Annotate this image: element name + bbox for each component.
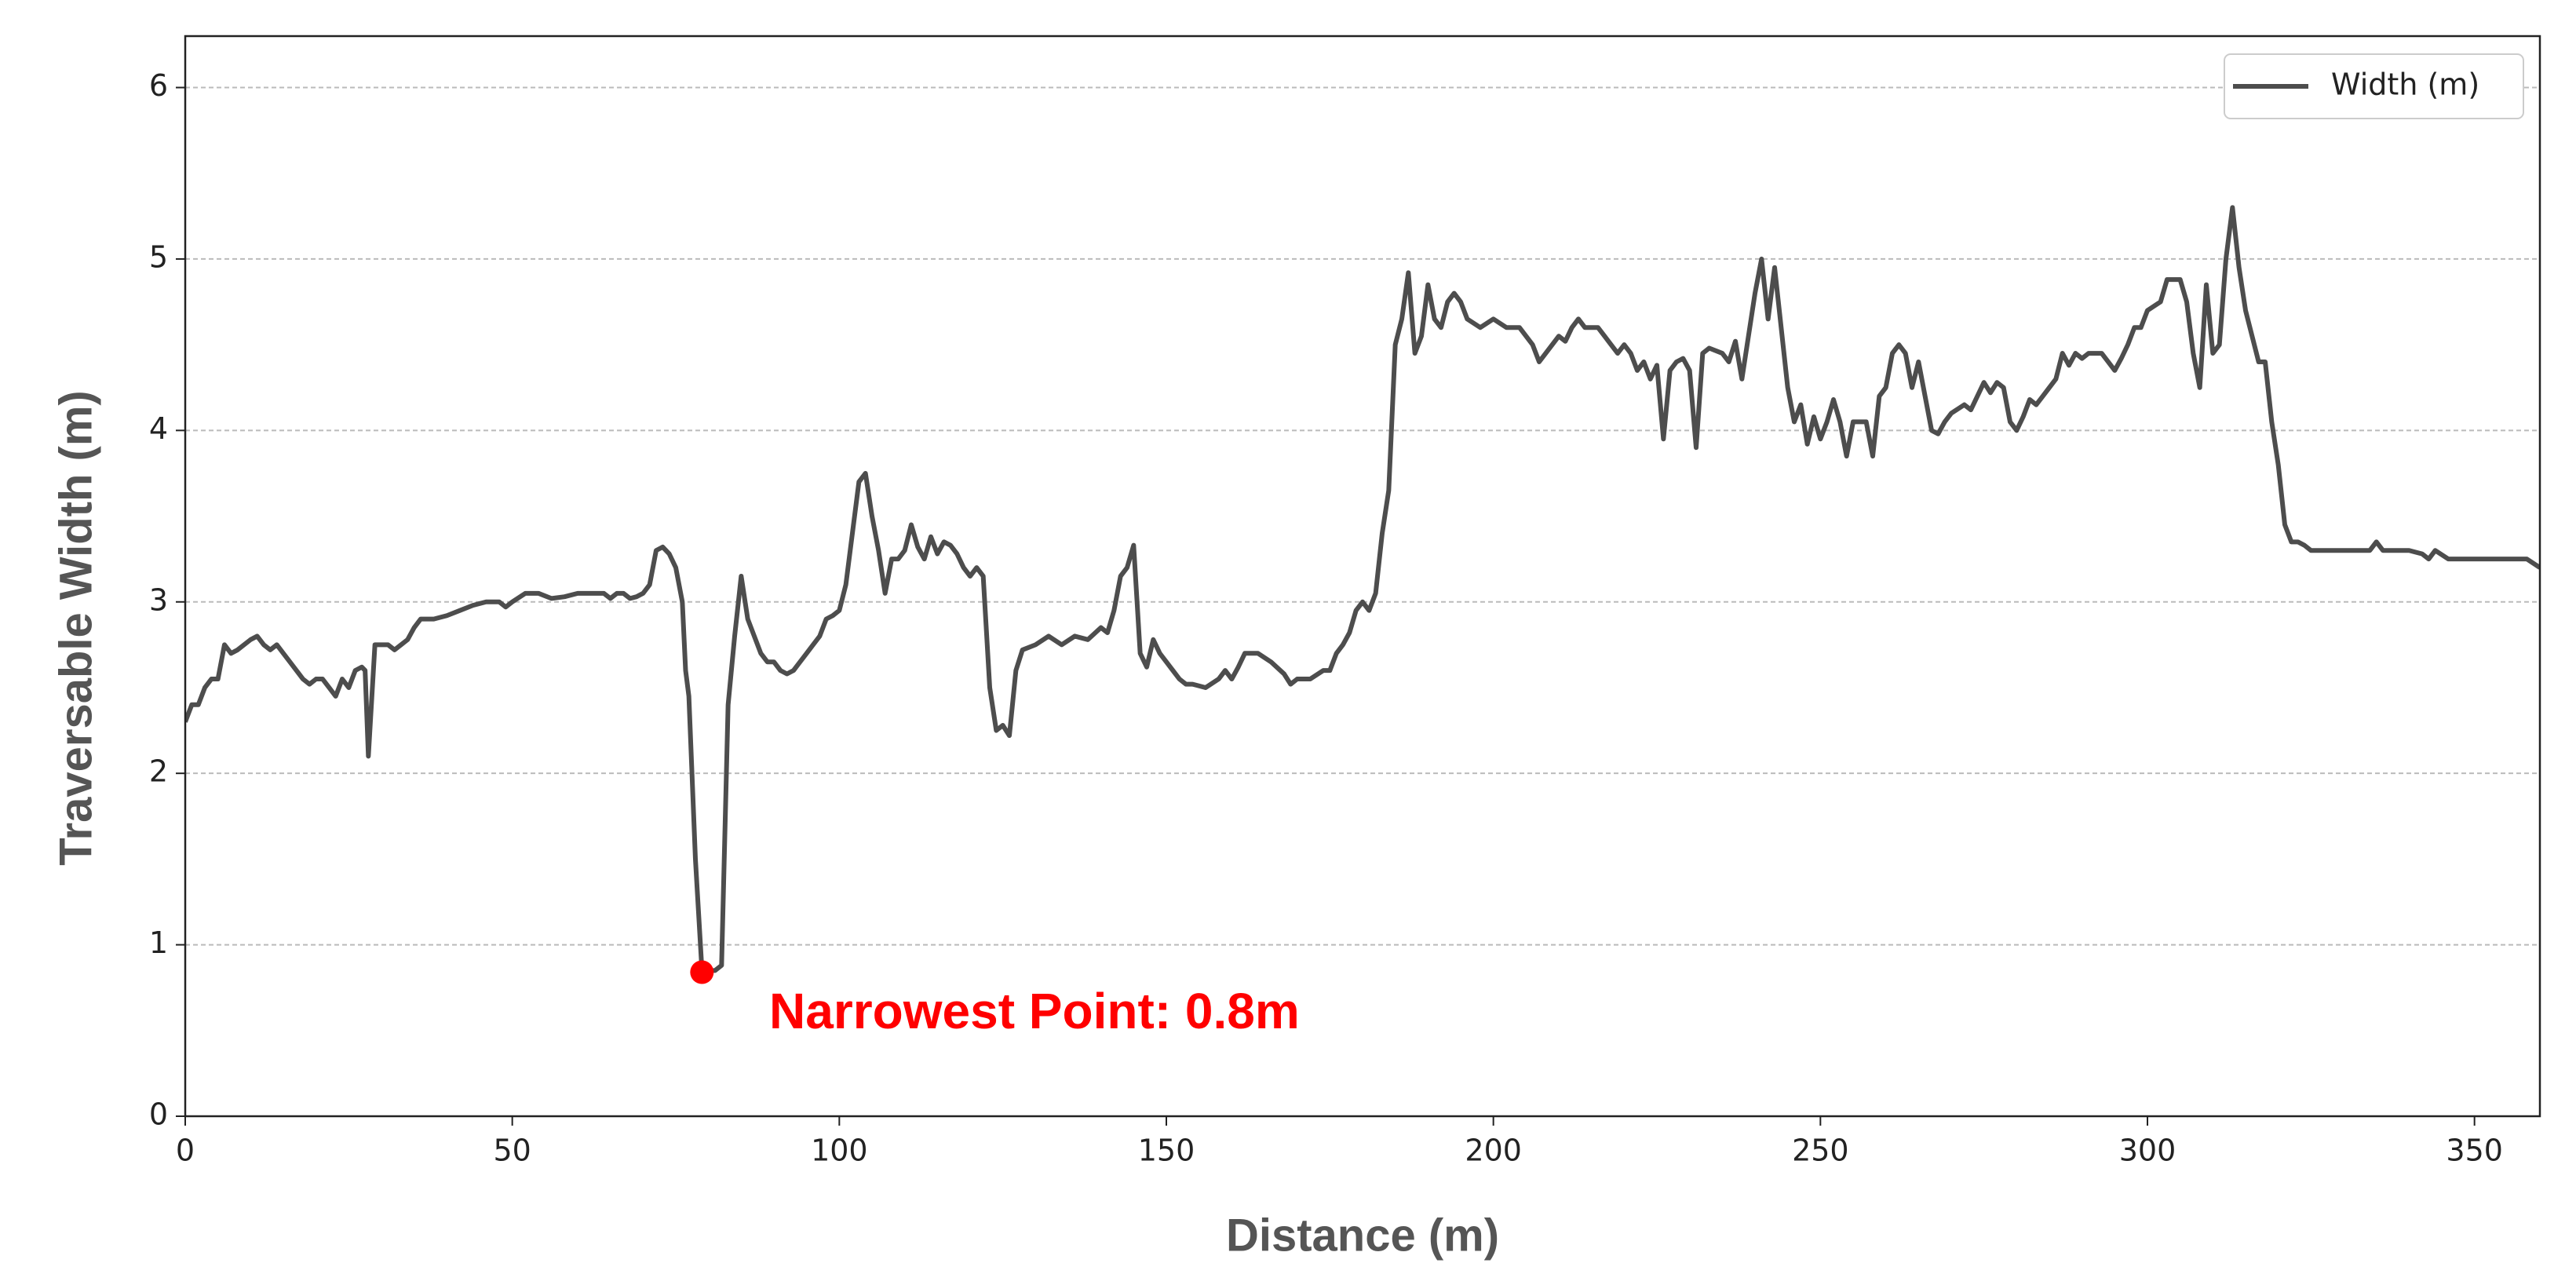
y-tick-label: 6 xyxy=(149,68,168,103)
x-tick-label: 350 xyxy=(2446,1134,2503,1168)
y-tick-label: 4 xyxy=(149,411,168,446)
plot-frame xyxy=(184,35,2541,1118)
x-tick-label: 150 xyxy=(1138,1134,1195,1168)
x-tick-label: 0 xyxy=(176,1134,195,1168)
x-tick-label: 50 xyxy=(493,1134,531,1168)
x-tick-label: 300 xyxy=(2119,1134,2176,1168)
x-axis-label: Distance (m) xyxy=(1226,1210,1499,1261)
y-tick-label: 5 xyxy=(149,239,168,274)
y-tick-label: 3 xyxy=(149,582,168,617)
x-tick-label: 200 xyxy=(1465,1134,1522,1168)
y-tick-label: 1 xyxy=(149,925,168,960)
legend-label: Width (m) xyxy=(2331,68,2479,102)
x-tick-label: 250 xyxy=(1792,1134,1849,1168)
narrowest-point xyxy=(690,960,714,984)
annotation: Narrowest Point: 0.8m xyxy=(769,983,1300,1039)
legend-box xyxy=(2224,53,2524,119)
y-tick-label: 2 xyxy=(149,754,168,789)
data-line xyxy=(185,205,2540,973)
x-tick-label: 100 xyxy=(811,1134,868,1168)
y-tick-label: 0 xyxy=(149,1097,168,1132)
y-axis-label: Traversable Width (m) xyxy=(50,390,101,865)
